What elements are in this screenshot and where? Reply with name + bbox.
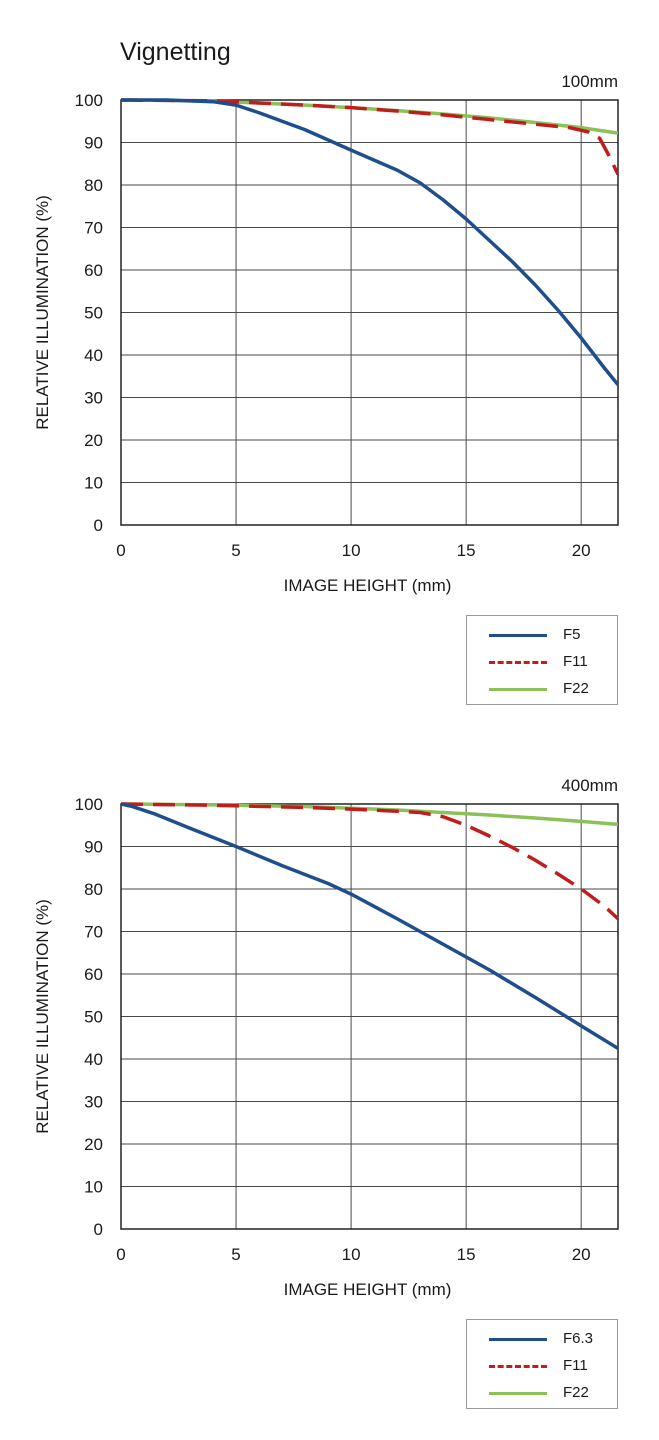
plot-frame <box>120 99 619 526</box>
y-tick-label: 20 <box>84 431 103 450</box>
legend-item: F6.3 <box>467 1329 617 1349</box>
series-line-f6-3 <box>121 802 618 1050</box>
y-tick-label: 90 <box>84 134 103 153</box>
legend-item: F22 <box>467 1383 617 1403</box>
legend-item: F5 <box>467 625 617 645</box>
legend-item: F11 <box>467 652 617 672</box>
y-tick-label: 100 <box>75 795 103 814</box>
x-tick-label: 5 <box>231 541 240 560</box>
y-tick-label: 0 <box>94 516 103 535</box>
y-tick-label: 50 <box>84 1008 103 1027</box>
vignetting-chart-400mm: 0 10 20 30 40 50 60 70 80 90 100 0 5 10 15 20 IMAGE HEIG… <box>33 776 619 1299</box>
legend-label: F11 <box>563 1357 588 1374</box>
y-tick-label: 30 <box>84 1093 103 1112</box>
y-tick-label: 70 <box>84 923 103 942</box>
legend-label: F6.3 <box>563 1330 594 1347</box>
y-axis-label: RELATIVE ILLUMINATION (%) <box>33 899 52 1134</box>
y-tick-label: 70 <box>84 219 103 238</box>
legend-swatch <box>489 1338 547 1341</box>
legend-100mm: F5 F11 F22 <box>466 615 618 705</box>
y-tick-label: 30 <box>84 389 103 408</box>
y-tick-label: 60 <box>84 261 103 280</box>
legend-swatch <box>489 661 547 664</box>
x-tick-label: 0 <box>116 541 125 560</box>
legend-400mm: F6.3 F11 F22 <box>466 1319 618 1409</box>
y-tick-label: 40 <box>84 1050 103 1069</box>
series-line-f5 <box>121 98 618 386</box>
x-tick-label: 10 <box>342 1245 361 1264</box>
legend-label: F22 <box>563 1384 589 1401</box>
y-tick-label: 10 <box>84 1178 103 1197</box>
x-tick-label: 15 <box>457 541 476 560</box>
legend-item: F11 <box>467 1356 617 1376</box>
x-tick-label: 0 <box>116 1245 125 1264</box>
plot-frame <box>120 803 619 1230</box>
x-tick-label: 15 <box>457 1245 476 1264</box>
y-tick-label: 60 <box>84 965 103 984</box>
legend-label: F11 <box>563 653 588 670</box>
series-line-f22 <box>121 98 618 135</box>
x-axis-label: IMAGE HEIGHT (mm) <box>284 576 452 595</box>
vignetting-chart-100mm: 0 10 20 30 40 50 60 70 80 90 100 0 5 10 15 20 IMAGE HEIG… <box>33 72 619 595</box>
y-tick-label: 80 <box>84 880 103 899</box>
focal-length-label: 100mm <box>561 72 618 91</box>
y-axis-label: RELATIVE ILLUMINATION (%) <box>33 195 52 430</box>
legend-item: F22 <box>467 679 617 699</box>
y-tick-label: 90 <box>84 838 103 857</box>
legend-swatch <box>489 688 547 691</box>
page-title: Vignetting <box>120 38 231 66</box>
legend-swatch <box>489 1365 547 1368</box>
y-tick-label: 0 <box>94 1220 103 1239</box>
legend-swatch <box>489 1392 547 1395</box>
x-tick-label: 10 <box>342 541 361 560</box>
series-line-f11 <box>121 802 618 921</box>
series-line-f11 <box>121 98 618 176</box>
x-tick-label: 20 <box>572 1245 591 1264</box>
y-tick-label: 50 <box>84 304 103 323</box>
x-tick-label: 5 <box>231 1245 240 1264</box>
legend-label: F5 <box>563 626 581 643</box>
y-tick-label: 100 <box>75 91 103 110</box>
legend-swatch <box>489 634 547 637</box>
y-tick-label: 40 <box>84 346 103 365</box>
legend-label: F22 <box>563 680 589 697</box>
focal-length-label: 400mm <box>561 776 618 795</box>
y-tick-label: 80 <box>84 176 103 195</box>
y-tick-label: 20 <box>84 1135 103 1154</box>
series-line-f22 <box>121 802 618 827</box>
y-tick-label: 10 <box>84 474 103 493</box>
x-tick-label: 20 <box>572 541 591 560</box>
x-axis-label: IMAGE HEIGHT (mm) <box>284 1280 452 1299</box>
